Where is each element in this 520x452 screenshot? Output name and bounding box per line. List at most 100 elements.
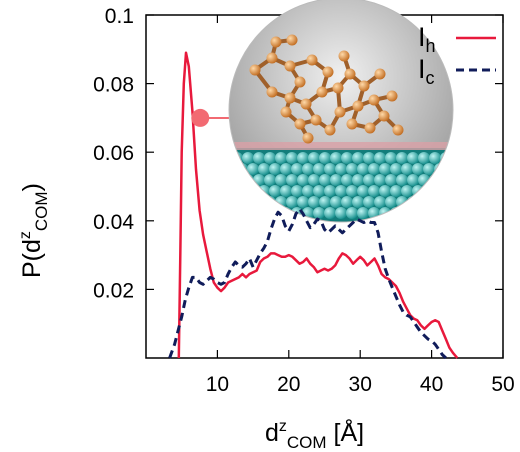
surface-atom	[280, 207, 292, 219]
surface-atom	[357, 185, 369, 197]
surface-atom	[357, 163, 369, 175]
surface-atom	[247, 163, 259, 175]
molecule-atom	[324, 124, 336, 136]
surface-atom	[368, 185, 380, 197]
molecule-atom	[368, 94, 380, 106]
surface-atom	[280, 185, 292, 197]
molecule-atom	[338, 50, 350, 62]
surface-atom	[253, 152, 265, 164]
y-tick-label: 0.02	[93, 279, 134, 302]
surface-atom	[236, 185, 248, 197]
surface-atom	[297, 174, 309, 186]
surface-atom	[379, 185, 391, 197]
surface-atom	[269, 163, 281, 175]
molecule-atom	[344, 68, 356, 80]
surface-atom	[352, 152, 364, 164]
molecule-on-surface-inset	[197, 0, 468, 223]
surface-atom	[242, 196, 254, 208]
surface-atom	[286, 152, 298, 164]
surface-atom	[319, 152, 331, 164]
x-axis-label: dzCOM [Å]	[265, 417, 364, 452]
molecule-atom	[280, 106, 292, 118]
surface-atom	[308, 152, 320, 164]
molecule-atom	[284, 92, 296, 104]
surface-atom	[341, 196, 353, 208]
surface-atom	[407, 196, 419, 208]
surface-atom	[231, 196, 243, 208]
surface-atom	[229, 207, 237, 219]
y-tick-label: 0.04	[93, 211, 134, 234]
surface-atom	[291, 185, 303, 197]
surface-atom	[379, 163, 391, 175]
surface-atom	[297, 152, 309, 164]
surface-atom	[429, 196, 441, 208]
surface-atom	[291, 163, 303, 175]
molecule-atom	[358, 80, 370, 92]
surface-atom	[374, 152, 386, 164]
y-tick-label: 0.08	[93, 74, 134, 97]
surface-atom	[253, 174, 265, 186]
molecule-atom	[266, 86, 278, 98]
molecule-atom	[374, 68, 386, 80]
surface-atom	[423, 185, 435, 197]
surface-atom	[445, 185, 453, 197]
ticks: 10 20 30 40 50 0.02 0.04 0.06 0.08 0.1	[93, 5, 515, 396]
surface-atom	[286, 174, 298, 186]
series-line-ih	[177, 51, 459, 359]
surface-atom	[313, 163, 325, 175]
surface-atom	[401, 163, 413, 175]
surface-atom	[440, 196, 452, 208]
series-group	[168, 51, 459, 360]
surface-atom	[456, 207, 468, 219]
surface-atom	[440, 174, 452, 186]
surface-atom	[434, 207, 446, 219]
series-line-ic	[168, 207, 447, 360]
surface-atom	[302, 163, 314, 175]
surface-atom	[374, 174, 386, 186]
molecule-atom	[266, 52, 278, 64]
surface-atom	[341, 174, 353, 186]
surface-atom	[286, 196, 298, 208]
surface-atom	[429, 174, 441, 186]
surface-atom	[390, 207, 402, 219]
surface-atom	[346, 185, 358, 197]
surface-atom	[297, 196, 309, 208]
surface-atom	[363, 152, 375, 164]
molecule-atom	[294, 118, 306, 130]
surface-atom	[313, 207, 325, 219]
surface-atom	[330, 174, 342, 186]
surface-atom	[275, 174, 287, 186]
surface-atom	[335, 163, 347, 175]
surface-atom	[346, 207, 358, 219]
molecule	[249, 34, 404, 144]
surface-atom	[451, 196, 453, 208]
surface-atom	[385, 152, 397, 164]
surface-atom	[313, 185, 325, 197]
molecule-atom	[322, 66, 334, 78]
legend-label-ic: Ic	[418, 54, 435, 88]
surface-atom	[456, 163, 468, 175]
surface-atom	[374, 196, 386, 208]
surface-atom	[341, 152, 353, 164]
surface-atom	[401, 185, 413, 197]
surface-atom	[412, 207, 424, 219]
surface-atom	[396, 174, 408, 186]
surface-atom	[429, 152, 441, 164]
surface-atom	[335, 185, 347, 197]
molecule-atom	[284, 60, 296, 72]
surface-atom	[330, 196, 342, 208]
surface-atom	[346, 163, 358, 175]
surface-atom	[434, 185, 446, 197]
molecule-atom	[302, 132, 314, 144]
surface-atom	[231, 174, 243, 186]
y-tick-label: 0.1	[105, 5, 134, 28]
surface-atom	[418, 152, 430, 164]
surface-atom	[247, 185, 259, 197]
inset-marker	[191, 108, 210, 127]
surface-atom	[258, 207, 270, 219]
surface-atom	[445, 163, 453, 175]
molecule-atom	[352, 100, 364, 112]
surface-atom	[324, 185, 336, 197]
molecule-atom	[294, 76, 306, 88]
surface-atom	[264, 174, 276, 186]
